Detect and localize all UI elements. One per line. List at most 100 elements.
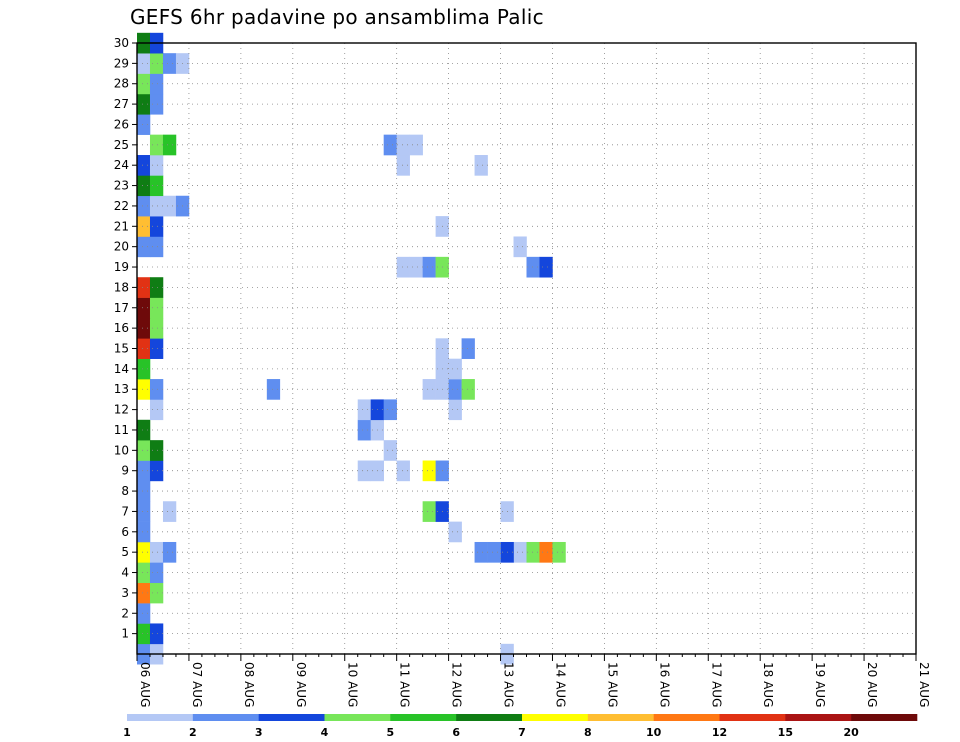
heatmap-cell xyxy=(162,541,177,563)
colorbar-label: 4 xyxy=(321,726,329,739)
colorbar-label: 8 xyxy=(584,726,592,739)
heatmap-cell xyxy=(137,541,151,563)
heatmap-cell xyxy=(357,419,371,441)
colorbar-segment xyxy=(522,714,589,721)
heatmap-cell xyxy=(149,175,164,197)
y-tick-label: 15 xyxy=(114,342,129,356)
heatmap-cell xyxy=(137,603,151,624)
heatmap-cell xyxy=(461,379,475,400)
colorbar-segment xyxy=(390,714,457,721)
heatmap-cell xyxy=(396,134,410,156)
y-tick-label: 5 xyxy=(121,545,129,559)
y-tick-label: 11 xyxy=(114,423,129,437)
heatmap-cell xyxy=(137,521,151,543)
heatmap-cell xyxy=(137,582,151,604)
heatmap-cell xyxy=(137,440,151,461)
colorbar-label: 7 xyxy=(518,726,526,739)
heatmap-cell xyxy=(448,358,462,380)
colorbar-label: 10 xyxy=(646,726,662,739)
heatmap-cell xyxy=(513,541,527,563)
heatmap-cell xyxy=(149,460,164,482)
colorbar-segment xyxy=(192,714,259,721)
heatmap-cell xyxy=(149,134,164,156)
heatmap-cell xyxy=(137,338,151,359)
x-tick-label: 20 AUG xyxy=(865,662,879,707)
heatmap-cell xyxy=(149,93,164,115)
heatmap-cell xyxy=(266,379,281,400)
y-tick-label: 8 xyxy=(121,484,129,498)
y-tick-label: 19 xyxy=(114,260,129,274)
heatmap-cell xyxy=(137,379,151,400)
heatmap-cell xyxy=(396,155,410,176)
heatmap-cell xyxy=(137,317,151,339)
colorbar-label: 15 xyxy=(778,726,793,739)
heatmap-cell xyxy=(149,297,164,319)
heatmap-cell xyxy=(448,379,462,400)
x-tick-label: 10 AUG xyxy=(346,662,360,707)
heatmap-cell xyxy=(137,460,151,482)
heatmap-cell xyxy=(513,236,527,258)
y-tick-label: 4 xyxy=(121,566,129,580)
y-tick-label: 6 xyxy=(121,525,129,539)
heatmap-cell xyxy=(357,460,371,482)
y-tick-label: 21 xyxy=(114,219,129,233)
heatmap-cell xyxy=(137,93,151,115)
colorbar-label: 6 xyxy=(452,726,460,739)
x-tick-label: 18 AUG xyxy=(761,662,775,707)
y-tick-label: 18 xyxy=(114,280,129,294)
y-tick-label: 13 xyxy=(114,382,129,396)
heatmap-cell xyxy=(137,358,151,380)
x-tick-label: 16 AUG xyxy=(657,662,671,707)
y-tick-label: 27 xyxy=(114,97,129,111)
y-tick-label: 22 xyxy=(114,199,129,213)
y-tick-label: 16 xyxy=(114,321,129,335)
x-tick-label: 09 AUG xyxy=(294,662,308,707)
x-tick-label: 08 AUG xyxy=(242,662,256,707)
heatmap-cell xyxy=(149,195,164,217)
y-tick-label: 20 xyxy=(114,240,129,254)
x-tick-label: 06 AUG xyxy=(138,662,152,707)
heatmap-cell xyxy=(137,297,151,319)
heatmap-cell xyxy=(383,440,397,461)
chart-title: GEFS 6hr padavine po ansamblima Palic xyxy=(130,5,544,29)
y-tick-label: 10 xyxy=(114,443,129,457)
heatmap-cell xyxy=(474,155,488,176)
x-tick-label: 21 AUG xyxy=(917,662,931,707)
heatmap-cell xyxy=(149,277,164,298)
y-tick-label: 3 xyxy=(121,586,129,600)
heatmap-cell xyxy=(137,419,151,441)
y-tick-label: 23 xyxy=(114,179,129,193)
heatmap-cell xyxy=(137,236,151,258)
heatmap-cell xyxy=(149,338,164,359)
colorbar-segment xyxy=(851,714,918,721)
heatmap-cell xyxy=(149,562,164,584)
y-tick-label: 14 xyxy=(114,362,129,376)
heatmap-cell xyxy=(149,317,164,339)
heatmap-cell xyxy=(137,195,151,217)
colorbar-segment xyxy=(587,714,654,721)
colorbar-segment xyxy=(456,714,523,721)
x-tick-label: 14 AUG xyxy=(553,662,567,707)
heatmap-cell xyxy=(149,623,164,645)
heatmap-cell xyxy=(357,399,371,421)
heatmap-cell xyxy=(137,114,151,135)
heatmap-cell xyxy=(149,216,164,237)
heatmap-cell xyxy=(149,73,164,95)
colorbar-label: 20 xyxy=(844,726,860,739)
colorbar-label: 1 xyxy=(123,726,131,739)
heatmap-cell xyxy=(526,256,540,278)
colorbar-segment xyxy=(785,714,852,721)
x-tick-label: 17 AUG xyxy=(709,662,723,707)
heatmap-cell xyxy=(137,73,151,95)
y-tick-label: 7 xyxy=(121,504,129,518)
heatmap-cell xyxy=(137,175,151,197)
x-tick-label: 19 AUG xyxy=(813,662,827,707)
x-tick-label: 13 AUG xyxy=(502,662,516,707)
heatmap-cell xyxy=(409,134,423,156)
heatmap-cell xyxy=(149,53,164,74)
colorbar-label: 3 xyxy=(255,726,263,739)
heatmap-cell xyxy=(383,399,397,421)
heatmap-cell xyxy=(137,623,151,645)
heatmap-cell xyxy=(396,460,410,482)
